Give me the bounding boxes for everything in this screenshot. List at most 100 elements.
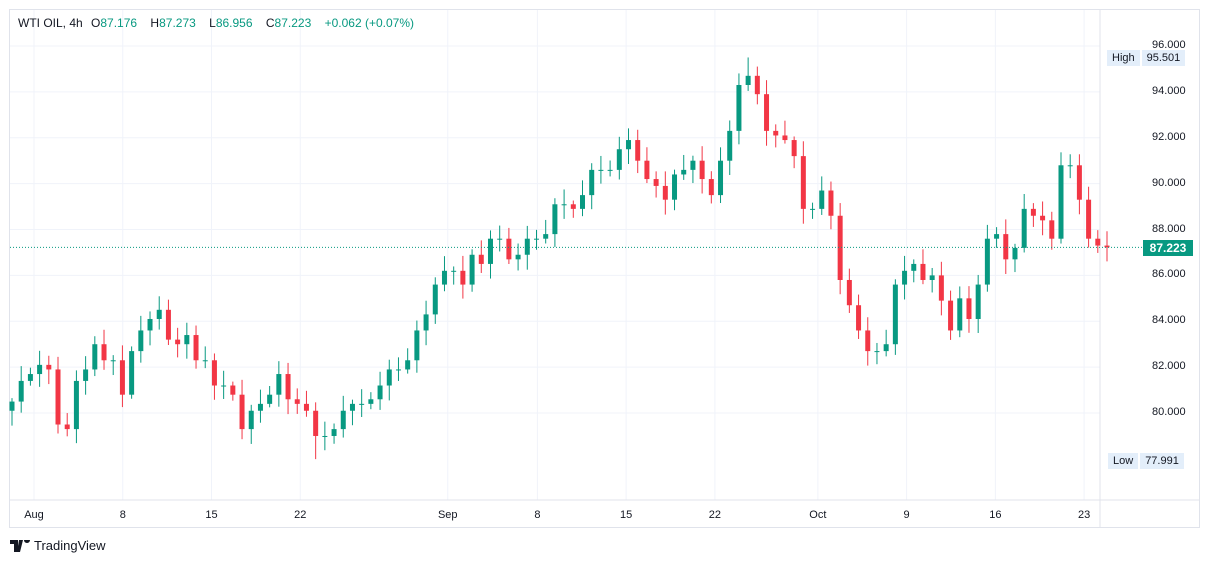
y-tick-label: 84.000 xyxy=(1152,314,1186,327)
symbol-title: WTI OIL, 4h xyxy=(18,16,83,30)
candle-body xyxy=(331,429,337,436)
candle-body xyxy=(1021,208,1027,248)
candle-body xyxy=(239,394,245,430)
candle-body xyxy=(73,380,79,430)
high-marker: High 95.501 xyxy=(1107,50,1186,66)
candle-body xyxy=(441,270,447,285)
candle-body xyxy=(101,344,107,361)
candle-body xyxy=(984,238,990,285)
candle-body xyxy=(1030,208,1036,216)
candle-body xyxy=(386,369,392,386)
candle-body xyxy=(37,364,43,375)
y-tick-label: 86.000 xyxy=(1152,268,1186,281)
low-marker-label: Low xyxy=(1108,453,1139,469)
candle-body xyxy=(46,364,52,370)
candle-body xyxy=(110,360,116,362)
candle-body xyxy=(377,385,383,400)
candle-body xyxy=(598,169,604,171)
candle-body xyxy=(147,318,153,331)
candle-body xyxy=(736,84,742,131)
candle-body xyxy=(644,160,650,180)
candle-body xyxy=(865,330,871,352)
candle-body xyxy=(957,298,963,331)
candle-body xyxy=(451,270,457,272)
y-tick-label: 90.000 xyxy=(1152,176,1186,189)
candle-body xyxy=(874,351,880,353)
candle-body xyxy=(681,169,687,175)
candle-body xyxy=(83,369,89,381)
candle-body xyxy=(303,403,309,411)
y-tick-label: 82.000 xyxy=(1152,360,1186,373)
candle-body xyxy=(1049,220,1055,239)
candle-body xyxy=(690,160,696,170)
candle-body xyxy=(267,394,273,404)
candle-body xyxy=(672,174,678,200)
high-value: 87.273 xyxy=(159,16,196,30)
last-price-label: 87.223 xyxy=(1143,240,1193,256)
candle-body xyxy=(800,156,806,209)
x-tick-label: 8 xyxy=(534,509,541,521)
candle-body xyxy=(460,270,466,285)
candle-body xyxy=(129,351,135,395)
candle-body xyxy=(1076,165,1082,200)
candle-body xyxy=(626,140,632,150)
candle-body xyxy=(18,380,24,402)
x-tick-label: 8 xyxy=(119,509,126,521)
candle-body xyxy=(929,275,935,280)
y-tick-label: 94.000 xyxy=(1152,84,1186,97)
candle-body xyxy=(497,238,503,240)
x-tick-label: 22 xyxy=(708,509,722,521)
x-tick-label: Oct xyxy=(809,509,827,521)
candle-body xyxy=(257,403,263,411)
candle-body xyxy=(92,344,98,370)
candle-body xyxy=(607,169,613,171)
candle-body xyxy=(911,263,917,271)
x-tick-label: 15 xyxy=(620,509,633,521)
candle-body xyxy=(423,314,429,331)
symbol-legend: WTI OIL, 4h O87.176 H87.273 L86.956 C87.… xyxy=(18,16,419,30)
candle-body xyxy=(432,284,438,315)
high-label: H xyxy=(150,16,160,30)
candle-body xyxy=(543,234,549,239)
candle-body xyxy=(405,360,411,370)
candle-body xyxy=(248,410,254,430)
high-marker-value: 95.501 xyxy=(1141,50,1186,66)
candle-body xyxy=(313,410,319,436)
candle-body xyxy=(221,385,227,387)
candle-body xyxy=(285,374,291,400)
candle-body xyxy=(994,234,1000,239)
high-marker-label: High xyxy=(1107,50,1140,66)
low-value: 86.956 xyxy=(215,16,253,30)
x-tick-label: 22 xyxy=(294,509,307,521)
candle-body xyxy=(653,179,659,186)
candle-body xyxy=(1104,245,1110,248)
candle-body xyxy=(9,401,15,411)
candle-body xyxy=(846,279,852,306)
close-label: C xyxy=(265,16,275,30)
candle-body xyxy=(1012,247,1018,260)
candle-body xyxy=(414,330,420,361)
low-marker-value: 77.991 xyxy=(1140,453,1184,469)
x-tick-label: 15 xyxy=(205,509,218,521)
x-tick-label: 9 xyxy=(903,509,910,521)
tradingview-logo[interactable]: TradingView xyxy=(10,538,106,553)
open-label: O xyxy=(91,16,101,30)
candle-body xyxy=(948,300,954,331)
low-marker: Low 77.991 xyxy=(1108,453,1184,469)
tradingview-logo-icon xyxy=(10,539,30,552)
candle-body xyxy=(708,179,714,196)
y-tick-label: 88.000 xyxy=(1152,222,1186,235)
candle-body xyxy=(395,369,401,371)
candle-body xyxy=(64,424,70,430)
candle-body xyxy=(699,160,705,180)
candle-body xyxy=(791,140,797,157)
candle-body xyxy=(1040,215,1046,221)
y-tick-label: 96.000 xyxy=(1152,39,1186,51)
candle-body xyxy=(156,309,162,319)
candle-body xyxy=(635,140,641,161)
candle-body xyxy=(810,208,816,210)
candle-body xyxy=(773,130,779,136)
candle-body xyxy=(920,263,926,280)
close-value: 87.223 xyxy=(274,16,312,30)
